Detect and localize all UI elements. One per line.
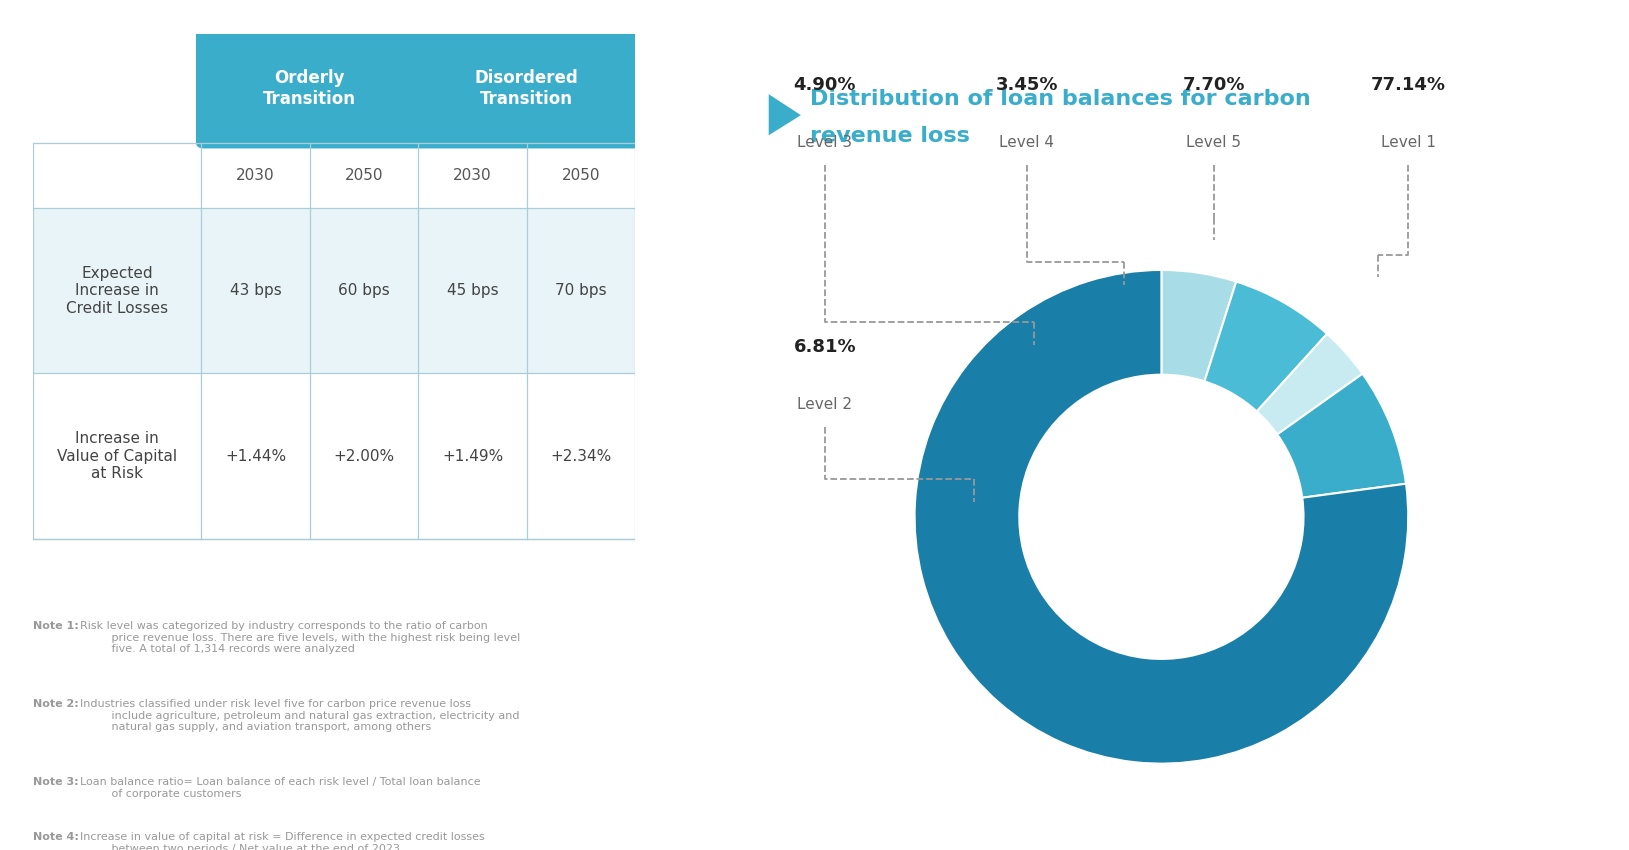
Wedge shape [1258,334,1362,434]
Text: +2.00%: +2.00% [334,449,394,463]
Text: 77.14%: 77.14% [1370,76,1447,94]
Text: Loan balance ratio= Loan balance of each risk level / Total loan balance
       : Loan balance ratio= Loan balance of each… [80,777,481,799]
Text: 4.90%: 4.90% [793,76,857,94]
Polygon shape [769,94,801,135]
Bar [33,144,635,208]
Text: 6.81%: 6.81% [793,338,857,356]
Wedge shape [1277,374,1406,498]
Text: 45 bps: 45 bps [446,283,498,298]
Text: Note 4:: Note 4: [33,832,78,842]
Text: revenue loss: revenue loss [810,127,969,146]
Text: +2.34%: +2.34% [551,449,611,463]
FancyBboxPatch shape [26,27,209,150]
Text: +1.44%: +1.44% [225,449,287,463]
FancyBboxPatch shape [195,27,424,149]
Text: Expected
Increase in
Credit Losses: Expected Increase in Credit Losses [65,266,168,315]
Bar [33,373,635,539]
Wedge shape [1204,281,1328,411]
Wedge shape [1161,270,1236,382]
Text: Level 3: Level 3 [797,135,852,150]
Text: 2050: 2050 [562,168,601,183]
Text: 60 bps: 60 bps [339,283,389,298]
Text: Industries classified under risk level five for carbon price revenue loss
      : Industries classified under risk level f… [80,700,520,733]
FancyBboxPatch shape [412,27,640,149]
Text: Disordered
Transition: Disordered Transition [476,70,578,108]
Text: Note 2:: Note 2: [33,700,78,709]
Text: Note 3:: Note 3: [33,777,78,787]
Text: Level 4: Level 4 [999,135,1054,150]
Text: 7.70%: 7.70% [1183,76,1245,94]
Text: 43 bps: 43 bps [230,283,282,298]
Bar [33,208,635,373]
Text: Level 5: Level 5 [1186,135,1241,150]
Text: 2030: 2030 [453,168,492,183]
Text: 2030: 2030 [236,168,275,183]
Text: 2050: 2050 [345,168,383,183]
Text: 70 bps: 70 bps [555,283,608,298]
Text: Risk level was categorized by industry corresponds to the ratio of carbon
      : Risk level was categorized by industry c… [80,621,520,654]
Wedge shape [914,270,1407,763]
Text: +1.49%: +1.49% [441,449,503,463]
Text: Level 2: Level 2 [797,397,852,412]
Text: Increase in
Value of Capital
at Risk: Increase in Value of Capital at Risk [57,431,178,481]
Text: 3.45%: 3.45% [995,76,1057,94]
Text: Note 1:: Note 1: [33,621,78,632]
Text: Orderly
Transition: Orderly Transition [264,70,357,108]
Text: Increase in value of capital at risk = Difference in expected credit losses
    : Increase in value of capital at risk = D… [80,832,484,850]
Text: Distribution of loan balances for carbon: Distribution of loan balances for carbon [810,89,1311,109]
Text: Level 1: Level 1 [1381,135,1435,150]
